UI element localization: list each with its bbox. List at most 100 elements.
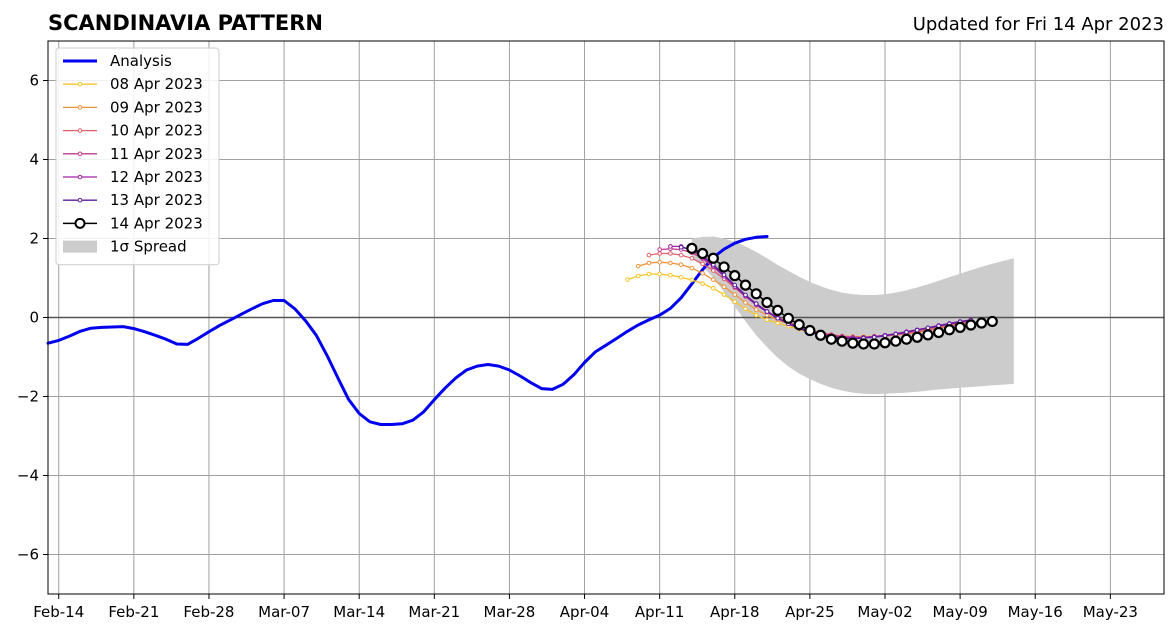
x-tick-label: Apr-04 [560,603,610,621]
legend-swatch [63,240,97,253]
forecast-point [700,281,705,286]
forecast-point [825,333,837,345]
forecast-point [882,333,888,338]
spread-polygon [691,236,1014,395]
forecast-point [911,331,923,343]
y-axis: −6 −4 −2 0 2 4 6 [17,72,48,564]
legend-marker [77,105,83,110]
forecast-point [879,337,891,349]
legend-label: 14 Apr 2023 [110,214,203,232]
x-tick-label: Apr-18 [710,603,760,621]
legend-marker [77,174,83,180]
y-tick-label: −4 [17,467,39,485]
forecast-point [657,271,662,277]
forecast-point [678,262,684,267]
forecast-point [678,252,684,258]
y-tick-label: 2 [29,230,39,248]
forecast-point [678,274,684,280]
forecast-point [646,260,652,266]
legend-marker [77,151,83,157]
y-tick-label: 6 [29,72,39,90]
forecast-point [772,304,784,316]
forecast-point [668,272,673,278]
forecast-point [793,319,805,331]
forecast-point [657,251,662,256]
forecast-point [753,312,759,318]
x-tick-label: May-02 [857,603,912,621]
legend-entry-8: 1σ Spread [63,238,187,256]
legend-label: 13 Apr 2023 [110,191,203,209]
legend-marker [77,81,83,87]
forecast-point [657,259,662,265]
legend-label: 10 Apr 2023 [110,122,203,140]
x-tick-label: Feb-21 [108,603,159,621]
x-tick-label: Feb-14 [33,603,84,621]
x-tick-label: May-09 [932,603,987,621]
forecast-series [625,242,998,350]
x-axis: Feb-14 Feb-21 Feb-28 Mar-07 Mar-14 Mar-21 Mar-… [33,594,1138,621]
forecast-point [904,329,909,335]
forecast-point [668,251,673,256]
y-tick-label: −6 [17,546,39,564]
forecast-point [975,317,988,329]
forecast-point [847,337,859,349]
legend-marker [74,217,86,229]
forecast-series-6 [686,242,998,350]
forecast-point [668,260,673,266]
chart-subtitle: Updated for Fri 14 Apr 2023 [913,14,1164,35]
y-tick-label: 0 [29,309,39,327]
forecast-point [943,324,955,336]
forecast-point [753,301,759,306]
forecast-point [668,244,673,249]
forecast-point [696,247,709,260]
chart-title: SCANDINAVIA PATTERN [48,11,323,35]
forecast-point [689,265,695,271]
forecast-point [753,307,759,312]
analysis-series [46,235,769,426]
analysis-line [46,235,769,426]
forecast-point [764,317,770,323]
legend-entry-1: 08 Apr 2023 [63,75,203,93]
forecast-point [732,299,738,305]
spread-band [691,236,1014,395]
forecast-point [646,252,652,258]
forecast-point [761,296,773,309]
forecast-point [893,331,899,337]
forecast-point [965,319,977,331]
legend-entry-3: 10 Apr 2023 [63,122,203,140]
forecast-point [925,325,931,331]
x-tick-label: May-23 [1083,603,1138,621]
forecast-point [718,261,730,273]
forecast-point [686,242,698,254]
legend-marker [77,128,83,133]
forecast-point [625,277,630,282]
y-tick-label: 4 [29,151,39,169]
forecast-point [868,338,880,350]
forecast-point [775,315,780,321]
forecast-point [750,288,762,300]
forecast-point [890,335,902,347]
forecast-point [836,335,848,347]
forecast-point [689,277,695,283]
legend-entry-2: 09 Apr 2023 [63,98,203,116]
legend-label: 11 Apr 2023 [110,145,203,163]
legend-entry-7: 14 Apr 2023 [63,214,203,232]
forecast-point [922,329,934,341]
forecast-point [732,292,738,297]
forecast-point [721,292,727,297]
forecast-point [739,279,752,291]
forecast-point [711,285,716,291]
forecast-point [635,273,641,279]
forecast-point [804,324,816,337]
forecast-point [689,255,695,261]
x-tick-label: Mar-14 [333,603,385,621]
forecast-point [743,292,748,298]
forecast-point [729,270,741,282]
forecast-point [743,306,748,312]
legend-box [55,47,220,266]
x-tick-label: Mar-28 [484,603,536,621]
x-tick-label: Mar-21 [408,603,460,621]
legend-label: 1σ Spread [110,238,187,256]
forecast-point [764,309,770,314]
